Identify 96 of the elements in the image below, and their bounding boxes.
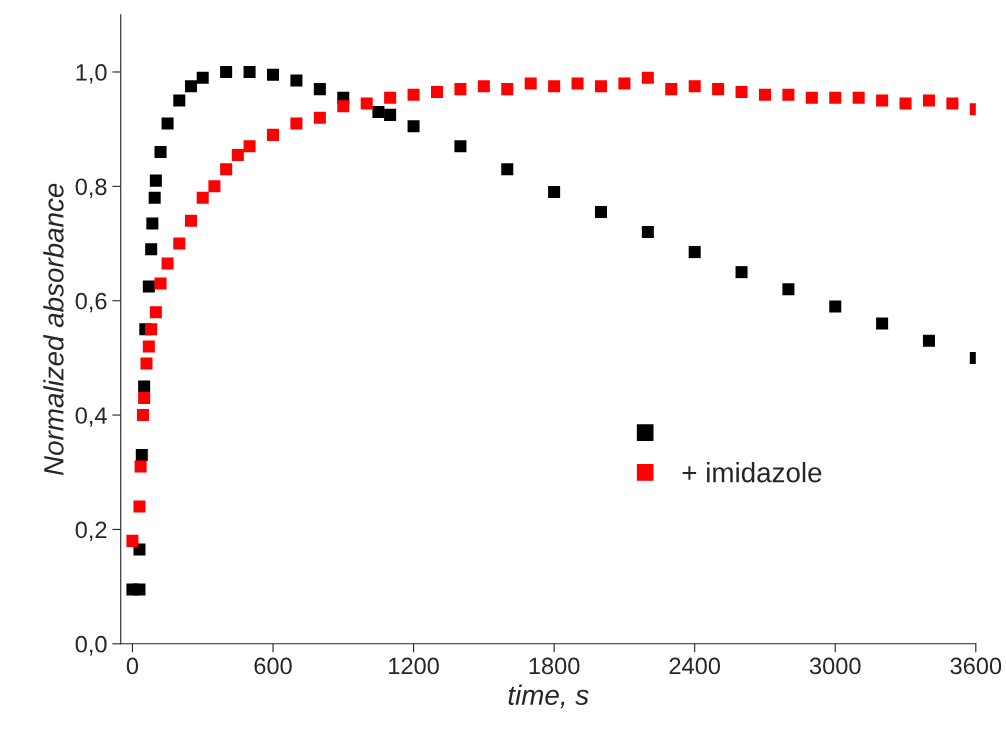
y-tick-label: 0,8 bbox=[75, 178, 107, 198]
point bbox=[337, 100, 350, 113]
point bbox=[135, 449, 148, 462]
point bbox=[243, 65, 256, 78]
point bbox=[501, 83, 514, 96]
point bbox=[313, 111, 326, 124]
x-tick-label: 3600 bbox=[950, 657, 1002, 675]
point bbox=[407, 120, 420, 133]
point bbox=[946, 97, 959, 110]
point bbox=[782, 88, 795, 101]
x-tick-label: 0 bbox=[126, 657, 139, 675]
point bbox=[758, 88, 771, 101]
point bbox=[231, 148, 244, 161]
point bbox=[161, 257, 174, 270]
point bbox=[477, 80, 490, 93]
point bbox=[852, 91, 865, 104]
point bbox=[594, 80, 607, 93]
point bbox=[146, 217, 159, 230]
point bbox=[641, 226, 654, 239]
point bbox=[148, 191, 161, 204]
point bbox=[899, 97, 912, 110]
point bbox=[220, 163, 233, 176]
point bbox=[688, 246, 701, 259]
point bbox=[173, 94, 186, 107]
point bbox=[735, 266, 748, 279]
point bbox=[266, 68, 280, 81]
point bbox=[454, 140, 467, 153]
point bbox=[360, 97, 373, 110]
point bbox=[501, 163, 514, 176]
point bbox=[136, 409, 149, 422]
y-tick-label: 0,6 bbox=[75, 292, 107, 313]
point bbox=[407, 88, 420, 101]
point bbox=[138, 391, 151, 404]
point bbox=[134, 460, 147, 473]
x-tick-label: 1200 bbox=[389, 657, 439, 675]
point bbox=[142, 280, 155, 293]
y-axis-title: Normalized absorbance bbox=[43, 183, 64, 476]
point bbox=[782, 283, 795, 296]
point bbox=[243, 140, 256, 153]
point bbox=[149, 174, 162, 187]
point bbox=[712, 83, 725, 96]
point bbox=[266, 128, 280, 141]
point bbox=[184, 214, 198, 227]
point bbox=[154, 146, 167, 159]
point bbox=[829, 91, 842, 104]
point bbox=[594, 206, 607, 219]
point bbox=[196, 71, 209, 84]
point bbox=[133, 500, 146, 513]
point bbox=[220, 65, 233, 78]
point bbox=[922, 334, 935, 347]
point bbox=[876, 317, 889, 330]
point bbox=[735, 85, 748, 99]
y-tick-label: 0,4 bbox=[75, 407, 107, 427]
point bbox=[154, 277, 167, 290]
point bbox=[641, 71, 654, 84]
point bbox=[372, 105, 385, 119]
x-tick-label: 3000 bbox=[809, 657, 861, 675]
point bbox=[805, 91, 818, 104]
point bbox=[290, 74, 303, 87]
point bbox=[173, 237, 186, 250]
point bbox=[149, 306, 162, 319]
point bbox=[829, 300, 842, 313]
point bbox=[548, 186, 561, 199]
point bbox=[208, 180, 221, 193]
y-tick-label: 1,0 bbox=[76, 64, 107, 84]
point bbox=[430, 85, 443, 99]
point bbox=[384, 91, 397, 104]
y-tick-label: 0,2 bbox=[75, 521, 107, 542]
point bbox=[548, 80, 561, 93]
point bbox=[184, 80, 198, 93]
point bbox=[161, 117, 174, 130]
point bbox=[524, 77, 537, 90]
point bbox=[145, 323, 158, 336]
point bbox=[922, 94, 935, 107]
point bbox=[290, 117, 303, 130]
point bbox=[138, 380, 151, 393]
point bbox=[454, 83, 467, 96]
legend-label: + imidazole bbox=[682, 462, 822, 483]
x-tick-label: 1800 bbox=[529, 657, 580, 675]
y-tick-label: 0,0 bbox=[75, 635, 107, 656]
point bbox=[876, 94, 889, 107]
x-tick-label: 2400 bbox=[669, 657, 721, 675]
point bbox=[688, 80, 701, 93]
point bbox=[665, 83, 678, 96]
point bbox=[126, 534, 139, 547]
point bbox=[384, 108, 397, 121]
x-axis-title: time, s bbox=[508, 684, 589, 709]
point bbox=[133, 583, 146, 596]
point bbox=[196, 191, 209, 204]
point bbox=[313, 83, 326, 96]
point bbox=[145, 243, 158, 256]
point bbox=[142, 340, 155, 353]
x-tick-label: 600 bbox=[254, 657, 292, 675]
point bbox=[618, 77, 631, 90]
point bbox=[571, 77, 584, 90]
point bbox=[140, 357, 153, 370]
